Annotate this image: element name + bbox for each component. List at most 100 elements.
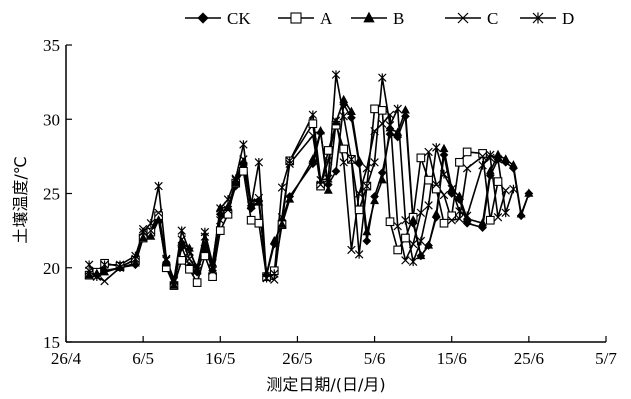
data-point-d — [316, 175, 325, 185]
data-point-d — [262, 273, 271, 283]
y-tick-label: 30 — [43, 110, 60, 129]
data-point-d — [339, 111, 348, 121]
data-point-a — [385, 217, 395, 227]
data-point-d — [378, 73, 387, 82]
data-point-c — [277, 213, 287, 222]
data-point-d — [354, 250, 364, 259]
data-point-c — [100, 276, 109, 286]
data-point-a — [177, 255, 187, 265]
data-point-c — [424, 147, 433, 157]
data-point-a — [393, 245, 403, 255]
data-point-d — [208, 258, 217, 268]
data-point-b — [323, 185, 333, 194]
data-point-d — [385, 120, 395, 130]
data-point-a — [431, 184, 441, 194]
data-point-ck — [331, 166, 341, 176]
data-point-a — [462, 147, 472, 157]
data-point-d — [231, 174, 240, 183]
data-point-d — [416, 236, 426, 246]
data-point-d — [223, 195, 233, 204]
data-point-a — [239, 166, 248, 176]
data-point-d — [408, 257, 418, 267]
data-point-c — [416, 208, 426, 218]
data-point-b — [100, 267, 110, 276]
data-point-d — [285, 156, 294, 166]
legend-marker-a — [290, 12, 302, 24]
legend-label-d: D — [562, 9, 574, 28]
x-tick-label: 15/6 — [437, 349, 467, 368]
data-point-d — [462, 211, 472, 221]
data-point-c — [439, 190, 449, 200]
data-point-d — [162, 254, 171, 264]
series-lines — [88, 73, 530, 287]
data-point-a — [254, 218, 264, 228]
data-point-a — [339, 144, 349, 154]
data-point-a — [455, 157, 464, 167]
data-point-a — [424, 175, 433, 185]
data-point-b — [439, 143, 449, 153]
data-point-b — [200, 244, 210, 254]
data-point-ck — [347, 113, 356, 123]
data-point-b — [424, 240, 434, 249]
data-point-c — [393, 221, 402, 231]
data-point-c — [216, 216, 225, 225]
data-point-c — [478, 152, 487, 161]
data-point-d — [100, 260, 109, 270]
series-line-c — [88, 113, 507, 282]
data-point-d — [486, 150, 495, 160]
data-point-b — [84, 270, 94, 279]
data-point-d — [138, 227, 148, 237]
data-point-d — [246, 201, 256, 210]
data-point-b — [339, 94, 349, 104]
data-point-d — [447, 184, 456, 194]
data-point-c — [378, 119, 387, 128]
legend-marker-b — [363, 11, 375, 23]
legend-marker-d — [532, 12, 544, 24]
data-point-ck — [215, 209, 225, 219]
data-point-b — [362, 226, 372, 236]
data-point-a — [323, 146, 333, 155]
data-point-a — [354, 205, 364, 215]
legend-label-b: B — [393, 9, 404, 28]
data-point-a — [485, 215, 495, 225]
data-point-a — [185, 264, 194, 274]
data-point-c — [354, 189, 364, 198]
y-ticks: 15 20 25 30 35 — [43, 36, 72, 352]
data-point-b — [377, 174, 387, 184]
series-markers — [84, 70, 534, 290]
y-tick-label: 20 — [43, 259, 60, 278]
data-point-b — [408, 215, 418, 224]
data-point-a — [416, 153, 426, 163]
y-tick-label: 25 — [43, 185, 60, 204]
data-point-c — [432, 180, 441, 189]
data-point-b — [400, 105, 410, 114]
data-point-d — [185, 247, 194, 256]
y-axis-label: 土壤温度/℃ — [11, 156, 30, 243]
legend-label-ck: CK — [227, 9, 251, 28]
data-point-d — [115, 260, 125, 270]
data-point-d — [308, 110, 318, 120]
data-point-b — [254, 197, 264, 206]
data-point-c — [501, 186, 510, 195]
data-point-b — [393, 127, 403, 136]
data-point-a — [308, 119, 318, 129]
data-point-c — [177, 235, 186, 244]
data-point-d — [154, 181, 163, 191]
data-point-d — [501, 208, 510, 218]
data-point-b — [169, 280, 179, 289]
x-ticks: 26/4 6/5 16/5 26/5 5/6 15/6 25/6 5/7 — [51, 336, 617, 368]
data-point-c — [239, 155, 248, 164]
data-point-d — [200, 227, 210, 237]
data-point-b — [524, 188, 534, 197]
data-point-b — [516, 209, 526, 218]
data-point-ck — [401, 111, 410, 121]
plot-area: 15 20 25 30 35 26/4 6/5 16/5 26/5 5/6 15/6 25/6 5/7 — [43, 36, 617, 368]
data-point-d — [254, 158, 264, 167]
data-point-d — [370, 158, 379, 167]
data-point-c — [408, 239, 418, 249]
data-point-c — [447, 216, 456, 225]
x-tick-label: 6/5 — [132, 349, 154, 368]
data-point-ck — [439, 150, 449, 160]
y-tick-label: 15 — [43, 333, 60, 352]
